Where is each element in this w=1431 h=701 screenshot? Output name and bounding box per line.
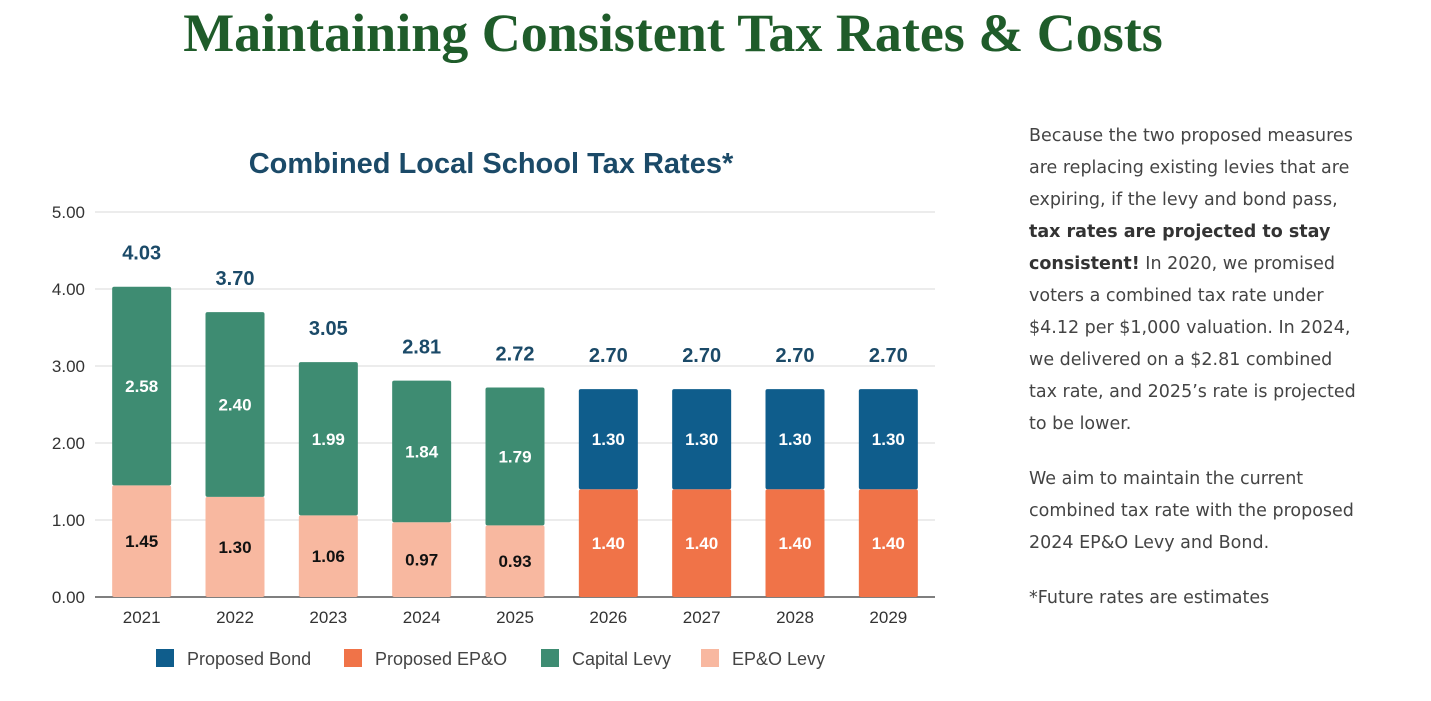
total-label: 2.70 [682,345,721,367]
segment-label: 1.84 [405,442,439,461]
bar-segment [112,485,172,597]
legend-swatch [541,649,559,667]
total-label: 3.70 [216,268,255,290]
segment-label: 2.58 [125,377,158,396]
y-tick-label: 3.00 [52,357,85,376]
x-tick-label: 2027 [683,608,721,627]
bar-segment [298,362,358,516]
legend-layer: Proposed Bond Proposed EP&O Capital Levy EP… [156,649,825,669]
total-label: 2.70 [776,345,815,367]
x-tick-label: 2028 [776,608,814,627]
segment-label: 1.30 [592,430,625,449]
total-label: 2.81 [402,337,441,359]
total-label: 2.70 [589,345,628,367]
x-tick-label: 2029 [869,608,907,627]
bar-segment [205,312,265,497]
bar-segment [485,525,545,597]
segment-label: 1.06 [312,547,345,566]
legend-label: EP&O Levy [732,649,825,669]
bar-segment [858,389,918,490]
x-tick-label: 2022 [216,608,254,627]
segment-label: 1.30 [872,430,905,449]
segment-label: 0.97 [405,551,438,570]
segment-label: 1.40 [592,534,625,553]
tax-rate-chart: 0.00 1.00 2.00 3.00 4.00 5.00 1.45 1.30 1.06 0.9… [52,148,935,669]
bar-segment [578,489,638,597]
y-tick-label: 0.00 [52,588,85,607]
paragraph-projection-intro: Because the two proposed measures are re… [1029,126,1353,210]
y-tick-label: 4.00 [52,280,85,299]
total-label: 3.05 [309,318,348,340]
bar-segment [765,389,825,490]
bar-segment [858,489,918,597]
y-tick-label: 5.00 [52,203,85,222]
segment-label: 1.30 [218,538,251,557]
bar-segment [392,522,452,597]
paragraph-projection: Because the two proposed measures are re… [1029,120,1359,440]
segment-label: 1.40 [778,534,811,553]
paragraph-goal: We aim to maintain the current combined … [1029,469,1354,553]
legend-label: Proposed EP&O [375,649,507,669]
x-tick-label: 2024 [403,608,441,627]
y-tick-label: 2.00 [52,434,85,453]
paragraph-projection-bold: tax rates are projected to stay consiste… [1029,222,1331,274]
bar-layer [112,286,918,597]
x-tick-label: 2021 [123,608,161,627]
page-title: Maintaining Consistent Tax Rates & Costs [183,3,1163,63]
legend-swatch [701,649,719,667]
legend-swatch [156,649,174,667]
segment-label: 1.45 [125,532,158,551]
label-layer: 1.45 1.30 1.06 0.97 0.93 1.40 1.40 1.40 1.40 2.58… [122,243,908,627]
x-tick-label: 2026 [589,608,627,627]
bar-segment [485,387,545,526]
x-tick-label: 2025 [496,608,534,627]
segment-label: 1.30 [778,430,811,449]
segment-label: 1.79 [498,447,531,466]
segment-label: 1.40 [685,534,718,553]
bar-segment [672,489,732,597]
bar-segment [112,286,172,486]
bar-segment [672,389,732,490]
chart-title: Combined Local School Tax Rates* [249,148,734,180]
segment-label: 1.40 [872,534,905,553]
bar-segment [298,515,358,597]
bar-segment [205,496,265,597]
segment-label: 0.93 [498,552,531,571]
legend-label: Capital Levy [572,649,671,669]
x-tick-label: 2023 [309,608,347,627]
total-label: 4.03 [122,243,161,265]
bar-segment [578,389,638,490]
legend-swatch [344,649,362,667]
bar-segment [765,489,825,597]
legend-label: Proposed Bond [187,649,311,669]
bar-segment [392,380,452,523]
segment-label: 1.99 [312,430,345,449]
footnote: *Future rates are estimates [1029,588,1270,608]
total-label: 2.70 [869,345,908,367]
segment-label: 1.30 [685,430,718,449]
side-text: Because the two proposed measures are re… [1029,120,1359,637]
y-tick-label: 1.00 [52,511,85,530]
segment-label: 2.40 [218,396,251,415]
paragraph-projection-rest: In 2020, we promised voters a combined t… [1029,254,1356,434]
total-label: 2.72 [496,344,535,366]
